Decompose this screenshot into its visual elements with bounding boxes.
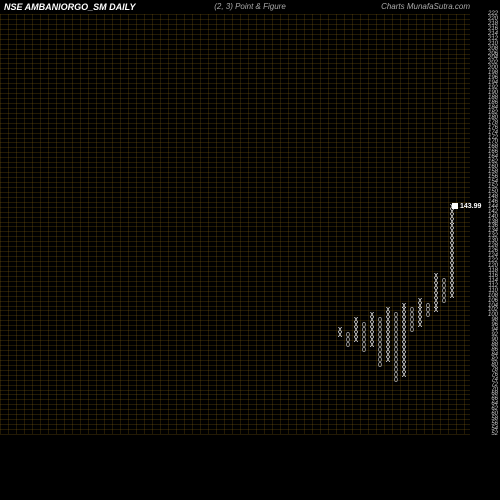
pnf-o: O: [424, 303, 432, 310]
y-axis: 5254565860626466687072747678808284868890…: [472, 14, 498, 434]
marker-box-icon: [452, 203, 458, 209]
pnf-o: O: [344, 332, 352, 339]
pnf-x: X: [432, 273, 440, 280]
pnf-x: X: [416, 298, 424, 305]
price-value: 143.99: [460, 203, 481, 210]
chart-header: NSE AMBANIORGO_SM DAILY (2, 3) Point & F…: [0, 2, 500, 16]
symbol-title: NSE AMBANIORGO_SM DAILY: [4, 2, 136, 12]
grid-row: [0, 434, 470, 435]
pnf-x: X: [336, 327, 344, 334]
pnf-x: X: [352, 317, 360, 324]
chart-type-label: (2, 3) Point & Figure: [214, 2, 286, 11]
pnf-x: X: [400, 303, 408, 310]
pnf-chart: NSE AMBANIORGO_SM DAILY (2, 3) Point & F…: [0, 0, 500, 500]
pnf-o: O: [408, 307, 416, 314]
pnf-o: O: [360, 322, 368, 329]
pnf-columns: XXOOOXXXXXOOOOOOXXXXXXXOOOOOOOOOOXXXXXXX…: [0, 14, 470, 434]
pnf-o: O: [392, 312, 400, 319]
pnf-o: O: [440, 278, 448, 285]
pnf-x: X: [384, 307, 392, 314]
pnf-o: O: [376, 317, 384, 324]
current-price-marker: 143.99: [452, 203, 481, 210]
pnf-x: X: [368, 312, 376, 319]
source-label: Charts MunafaSutra.com: [381, 2, 470, 11]
